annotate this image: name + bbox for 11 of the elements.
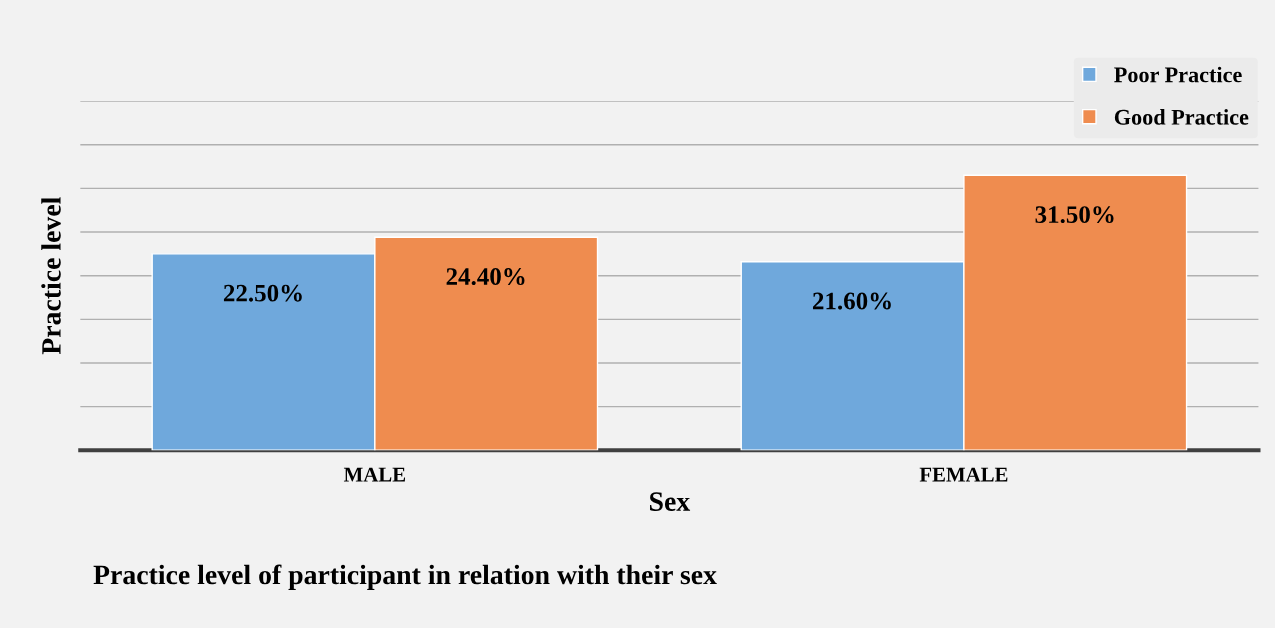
- legend-label: Good Practice: [1114, 109, 1249, 125]
- data-label: 31.50%: [1035, 206, 1114, 224]
- x-tick-label: FEMALE: [919, 467, 1008, 482]
- data-label: 21.60%: [813, 292, 891, 310]
- text: Practice level of participant in relation with their sex: [93, 564, 717, 590]
- x-tick-label: MALE: [343, 467, 406, 482]
- y-axis-title: Practice level: [41, 197, 61, 355]
- data-label: 24.40%: [446, 268, 525, 286]
- data-label: 22.50%: [223, 284, 302, 302]
- x-axis-title: Sex: [650, 492, 691, 511]
- legend-label: Poor Practice: [1114, 66, 1242, 83]
